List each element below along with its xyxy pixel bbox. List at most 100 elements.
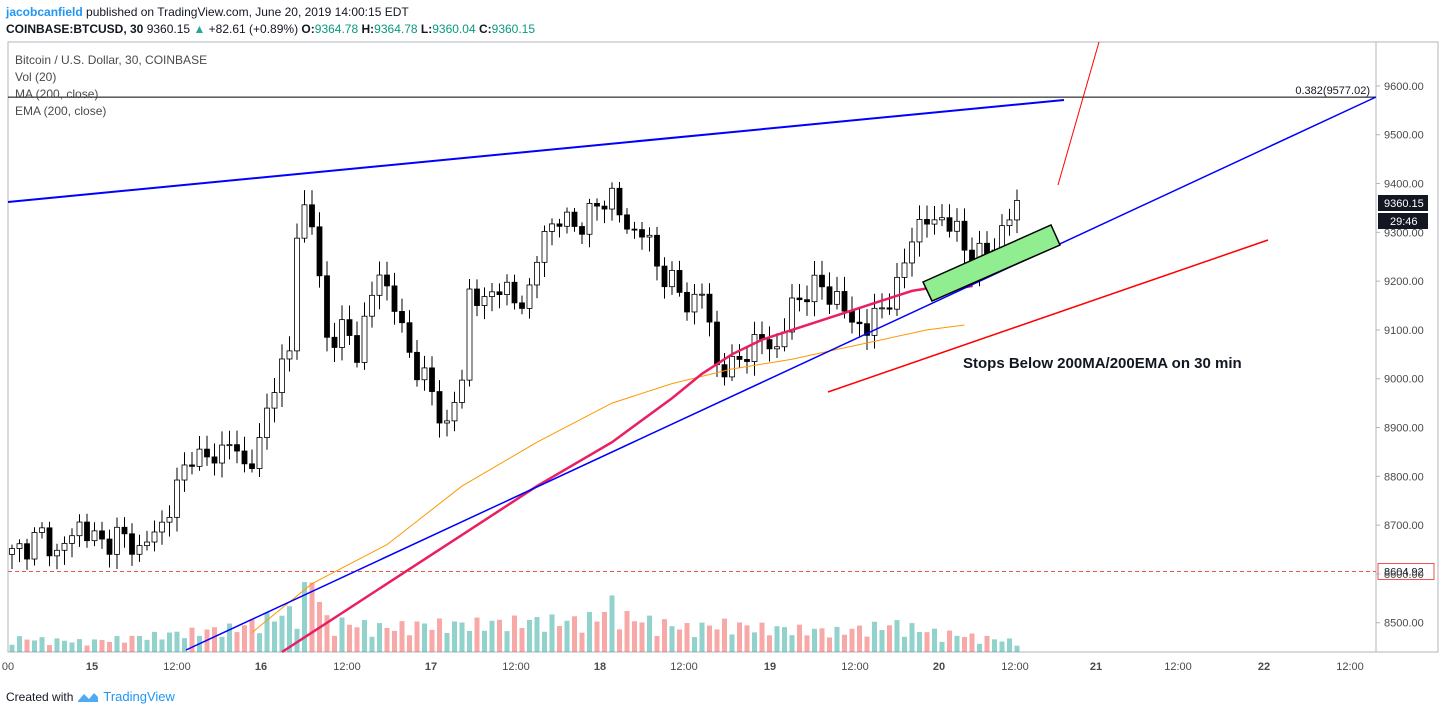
candle xyxy=(459,369,465,409)
candle xyxy=(204,435,210,466)
up-arrow-icon: ▲ xyxy=(193,22,206,36)
candle xyxy=(114,517,120,569)
volume-bar xyxy=(54,638,60,652)
candle xyxy=(834,276,840,310)
candle xyxy=(339,305,345,361)
volume-bar xyxy=(812,628,817,652)
candle xyxy=(444,409,450,437)
volume-bar xyxy=(602,611,607,652)
candle xyxy=(264,393,270,450)
volume-bar xyxy=(632,621,637,652)
candle xyxy=(586,198,593,248)
volume-bar xyxy=(279,615,285,652)
stop-loss-line[interactable] xyxy=(827,239,1269,393)
candle xyxy=(24,538,30,570)
candle xyxy=(774,333,780,358)
volume-bar xyxy=(399,621,405,652)
volume-bar xyxy=(729,634,735,652)
candle xyxy=(954,208,960,242)
volume-bar xyxy=(242,625,247,652)
candle xyxy=(136,534,143,562)
volume-bar xyxy=(272,621,277,652)
candle xyxy=(961,208,968,264)
volume-bar xyxy=(557,626,562,652)
volume-bar xyxy=(309,582,315,652)
candle xyxy=(384,261,390,301)
candle xyxy=(271,378,278,423)
legend-vol[interactable]: Vol (20) xyxy=(15,70,57,84)
candle xyxy=(504,274,510,306)
target-line[interactable] xyxy=(1057,41,1100,186)
candle xyxy=(316,212,323,288)
candle xyxy=(451,391,458,432)
candle xyxy=(894,262,900,316)
legend-ma[interactable]: MA (200, close) xyxy=(15,87,99,101)
candles xyxy=(9,181,1020,570)
y-tick-label: 8500.00 xyxy=(1384,618,1424,630)
volume-bar xyxy=(384,627,390,652)
volume-bar xyxy=(789,635,795,652)
candle xyxy=(354,321,360,368)
volume-bar xyxy=(497,619,502,652)
candle xyxy=(841,276,848,319)
volume-bar xyxy=(617,629,622,652)
created-with-text: Created with xyxy=(6,689,74,704)
volume-bar xyxy=(587,611,592,652)
volume-bar xyxy=(452,621,457,652)
candle xyxy=(46,521,53,567)
candle xyxy=(684,282,690,321)
volume-bar xyxy=(654,635,660,652)
price-axis-ticks: 8500.00 8600.00 8700.00 8800.00 8900.00 9000.… xyxy=(1376,81,1424,630)
volume-bar xyxy=(962,636,967,652)
volume-bar xyxy=(377,623,382,652)
volume-bar xyxy=(737,622,742,652)
chart-frame xyxy=(7,41,1377,653)
candle xyxy=(781,318,788,352)
entry-zone-box[interactable] xyxy=(921,224,1061,302)
volume-bar xyxy=(647,615,652,652)
volume-bar xyxy=(684,622,690,652)
candle xyxy=(564,207,570,234)
candle xyxy=(219,431,225,478)
ema-200-line xyxy=(251,324,965,633)
candle xyxy=(121,517,128,548)
candle xyxy=(864,309,870,350)
x-tick-label: 12:00 xyxy=(1164,661,1192,673)
candle xyxy=(331,322,338,362)
y-tick-label: 8600.00 xyxy=(1384,569,1424,581)
upper-trendline[interactable] xyxy=(7,99,1065,203)
candle xyxy=(279,344,285,408)
volume-bar xyxy=(414,621,420,652)
candle xyxy=(804,285,810,316)
volume-bar xyxy=(287,606,292,652)
volume-bar xyxy=(39,637,45,652)
candle xyxy=(691,283,698,325)
candle xyxy=(376,261,383,310)
stops-annotation: Stops Below 200MA/200EMA on 30 min xyxy=(963,355,1242,372)
tradingview-brand[interactable]: TradingView xyxy=(103,689,175,704)
volume-bar xyxy=(864,636,870,652)
x-tick-label: 12:00 xyxy=(670,661,698,673)
volume-bar xyxy=(152,631,157,652)
candle xyxy=(639,222,645,250)
volume-bar xyxy=(909,623,915,652)
volume-bar xyxy=(474,617,480,652)
volume-bar xyxy=(174,631,180,652)
volume-bar xyxy=(362,619,367,652)
legend-ema[interactable]: EMA (200, close) xyxy=(15,104,107,118)
x-tick-label: 19 xyxy=(764,661,776,673)
ohlc-bar: COINBASE:BTCUSD, 30 9360.15 ▲ +82.61 (+0… xyxy=(6,22,535,36)
y-tick-label: 9500.00 xyxy=(1384,130,1424,142)
username-link[interactable]: jacobcanfield xyxy=(6,5,83,19)
volume-bar xyxy=(872,621,877,652)
candle xyxy=(189,452,195,475)
footer: Created with TradingView xyxy=(6,689,175,704)
x-tick-label: 16 xyxy=(255,661,267,673)
volume-bar xyxy=(294,628,300,652)
candle xyxy=(181,452,188,492)
ascending-trendline[interactable] xyxy=(185,96,1377,651)
candle xyxy=(931,206,938,235)
volume-bar xyxy=(857,625,862,652)
close-value: 9360.15 xyxy=(491,22,536,36)
